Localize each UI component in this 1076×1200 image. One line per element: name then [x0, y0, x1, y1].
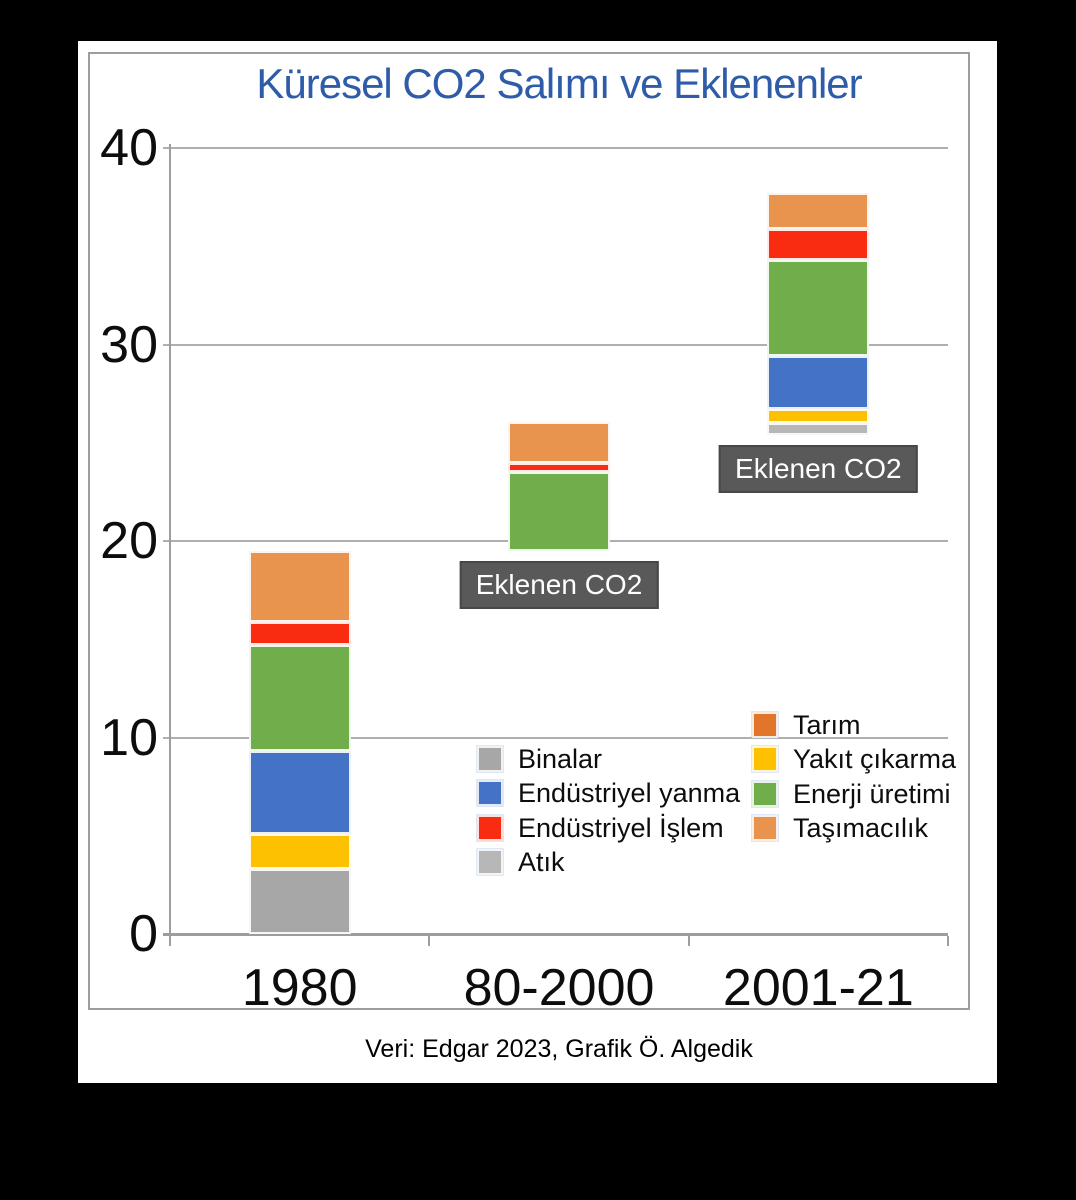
legend-label: Tarım — [793, 710, 861, 740]
bar-segment-Endüstriyel İşlem — [767, 228, 870, 260]
x-axis-tick — [687, 936, 690, 946]
bar-segment-Endüstriyel İşlem — [248, 621, 351, 646]
x-axis-label-80-2000: 80-2000 — [463, 959, 655, 1017]
y-axis-label-20: 20 — [100, 512, 158, 570]
bar-segment-Enerji üretimi — [248, 645, 351, 752]
y-axis-label-40: 40 — [100, 119, 158, 177]
bar-segment-Taşımacılık — [508, 422, 610, 464]
bar-segment-Endüstriyel İşlem — [508, 463, 610, 473]
gridline-10 — [163, 736, 948, 739]
x-axis-label-2001-21: 2001-21 — [722, 959, 914, 1017]
x-axis-tick — [428, 936, 431, 946]
plot-panel: Küresel CO2 Salımı ve Eklenenler 0 10 20 30… — [88, 52, 970, 1016]
legend-swatch-Binalar — [476, 745, 504, 773]
bar-segment-Yakıt çıkarma — [767, 409, 870, 424]
bar-segment-Enerji üretimi — [508, 472, 610, 551]
legend-label: Endüstriyel yanma — [518, 778, 741, 809]
legend-label: Endüstriyel İşlem — [518, 812, 724, 843]
legend-label: Yakıt çıkarma — [793, 744, 957, 775]
x-axis-line — [163, 933, 948, 936]
bar-segment-Taşımacılık — [767, 193, 870, 229]
bar-segment-Enerji üretimi — [767, 260, 870, 357]
legend-label: Enerji üretimi — [793, 778, 951, 809]
y-axis-line — [169, 144, 171, 941]
y-axis-label-10: 10 — [100, 708, 158, 767]
legend-swatch-Tarım — [751, 711, 779, 739]
legend-label: Atık — [518, 846, 565, 877]
bar-segment-Yakıt çıkarma — [248, 833, 351, 870]
chart-title: Küresel CO2 Salımı ve Eklenenler — [256, 60, 862, 107]
gridline-30 — [163, 343, 948, 346]
y-axis-label-30: 30 — [100, 315, 158, 374]
bar-segment-Atık — [767, 423, 870, 435]
legend-swatch-Taşımacılık — [751, 813, 779, 842]
bar-segment-Endüstriyel yanma — [248, 751, 351, 834]
legend-swatch-Endüstriyel İşlem — [476, 813, 504, 842]
bar-segment-Binalar — [248, 869, 351, 934]
legend-item-Tarım: Tarım — [751, 708, 861, 742]
legend-item-Endüstriyel yanma: Endüstriyel yanma — [476, 776, 741, 810]
x-axis-label-1980: 1980 — [241, 959, 358, 1017]
legend-item-Binalar: Binalar — [476, 742, 603, 776]
legend-label: Binalar — [518, 744, 603, 774]
added-co2-label: Eklenen CO2 — [459, 560, 659, 609]
x-axis-tick — [947, 936, 949, 946]
legend-item-Yakıt çıkarma: Yakıt çıkarma — [751, 742, 957, 776]
legend-item-Enerji üretimi: Enerji üretimi — [751, 777, 951, 811]
gridline-40 — [163, 147, 948, 149]
y-axis-label-0: 0 — [129, 905, 158, 963]
bar-segment-Taşımacılık — [248, 550, 351, 622]
legend-item-Endüstriyel İşlem: Endüstriyel İşlem — [476, 811, 724, 845]
legend-label: Taşımacılık — [793, 812, 929, 843]
x-axis-tick — [169, 936, 171, 946]
legend-item-Taşımacılık: Taşımacılık — [751, 811, 929, 845]
chart-card: Küresel CO2 Salımı ve Eklenenler 0 10 20 30… — [78, 41, 997, 1083]
legend-swatch-Enerji üretimi — [751, 779, 779, 808]
legend-swatch-Atık — [476, 847, 504, 876]
legend-swatch-Yakıt çıkarma — [751, 745, 779, 774]
legend-item-Atık: Atık — [476, 845, 565, 879]
source-caption: Veri: Edgar 2023, Grafik Ö. Algedik — [365, 1035, 753, 1063]
legend-swatch-Endüstriyel yanma — [476, 779, 504, 808]
added-co2-label: Eklenen CO2 — [719, 444, 918, 493]
bar-segment-Endüstriyel yanma — [767, 356, 870, 410]
